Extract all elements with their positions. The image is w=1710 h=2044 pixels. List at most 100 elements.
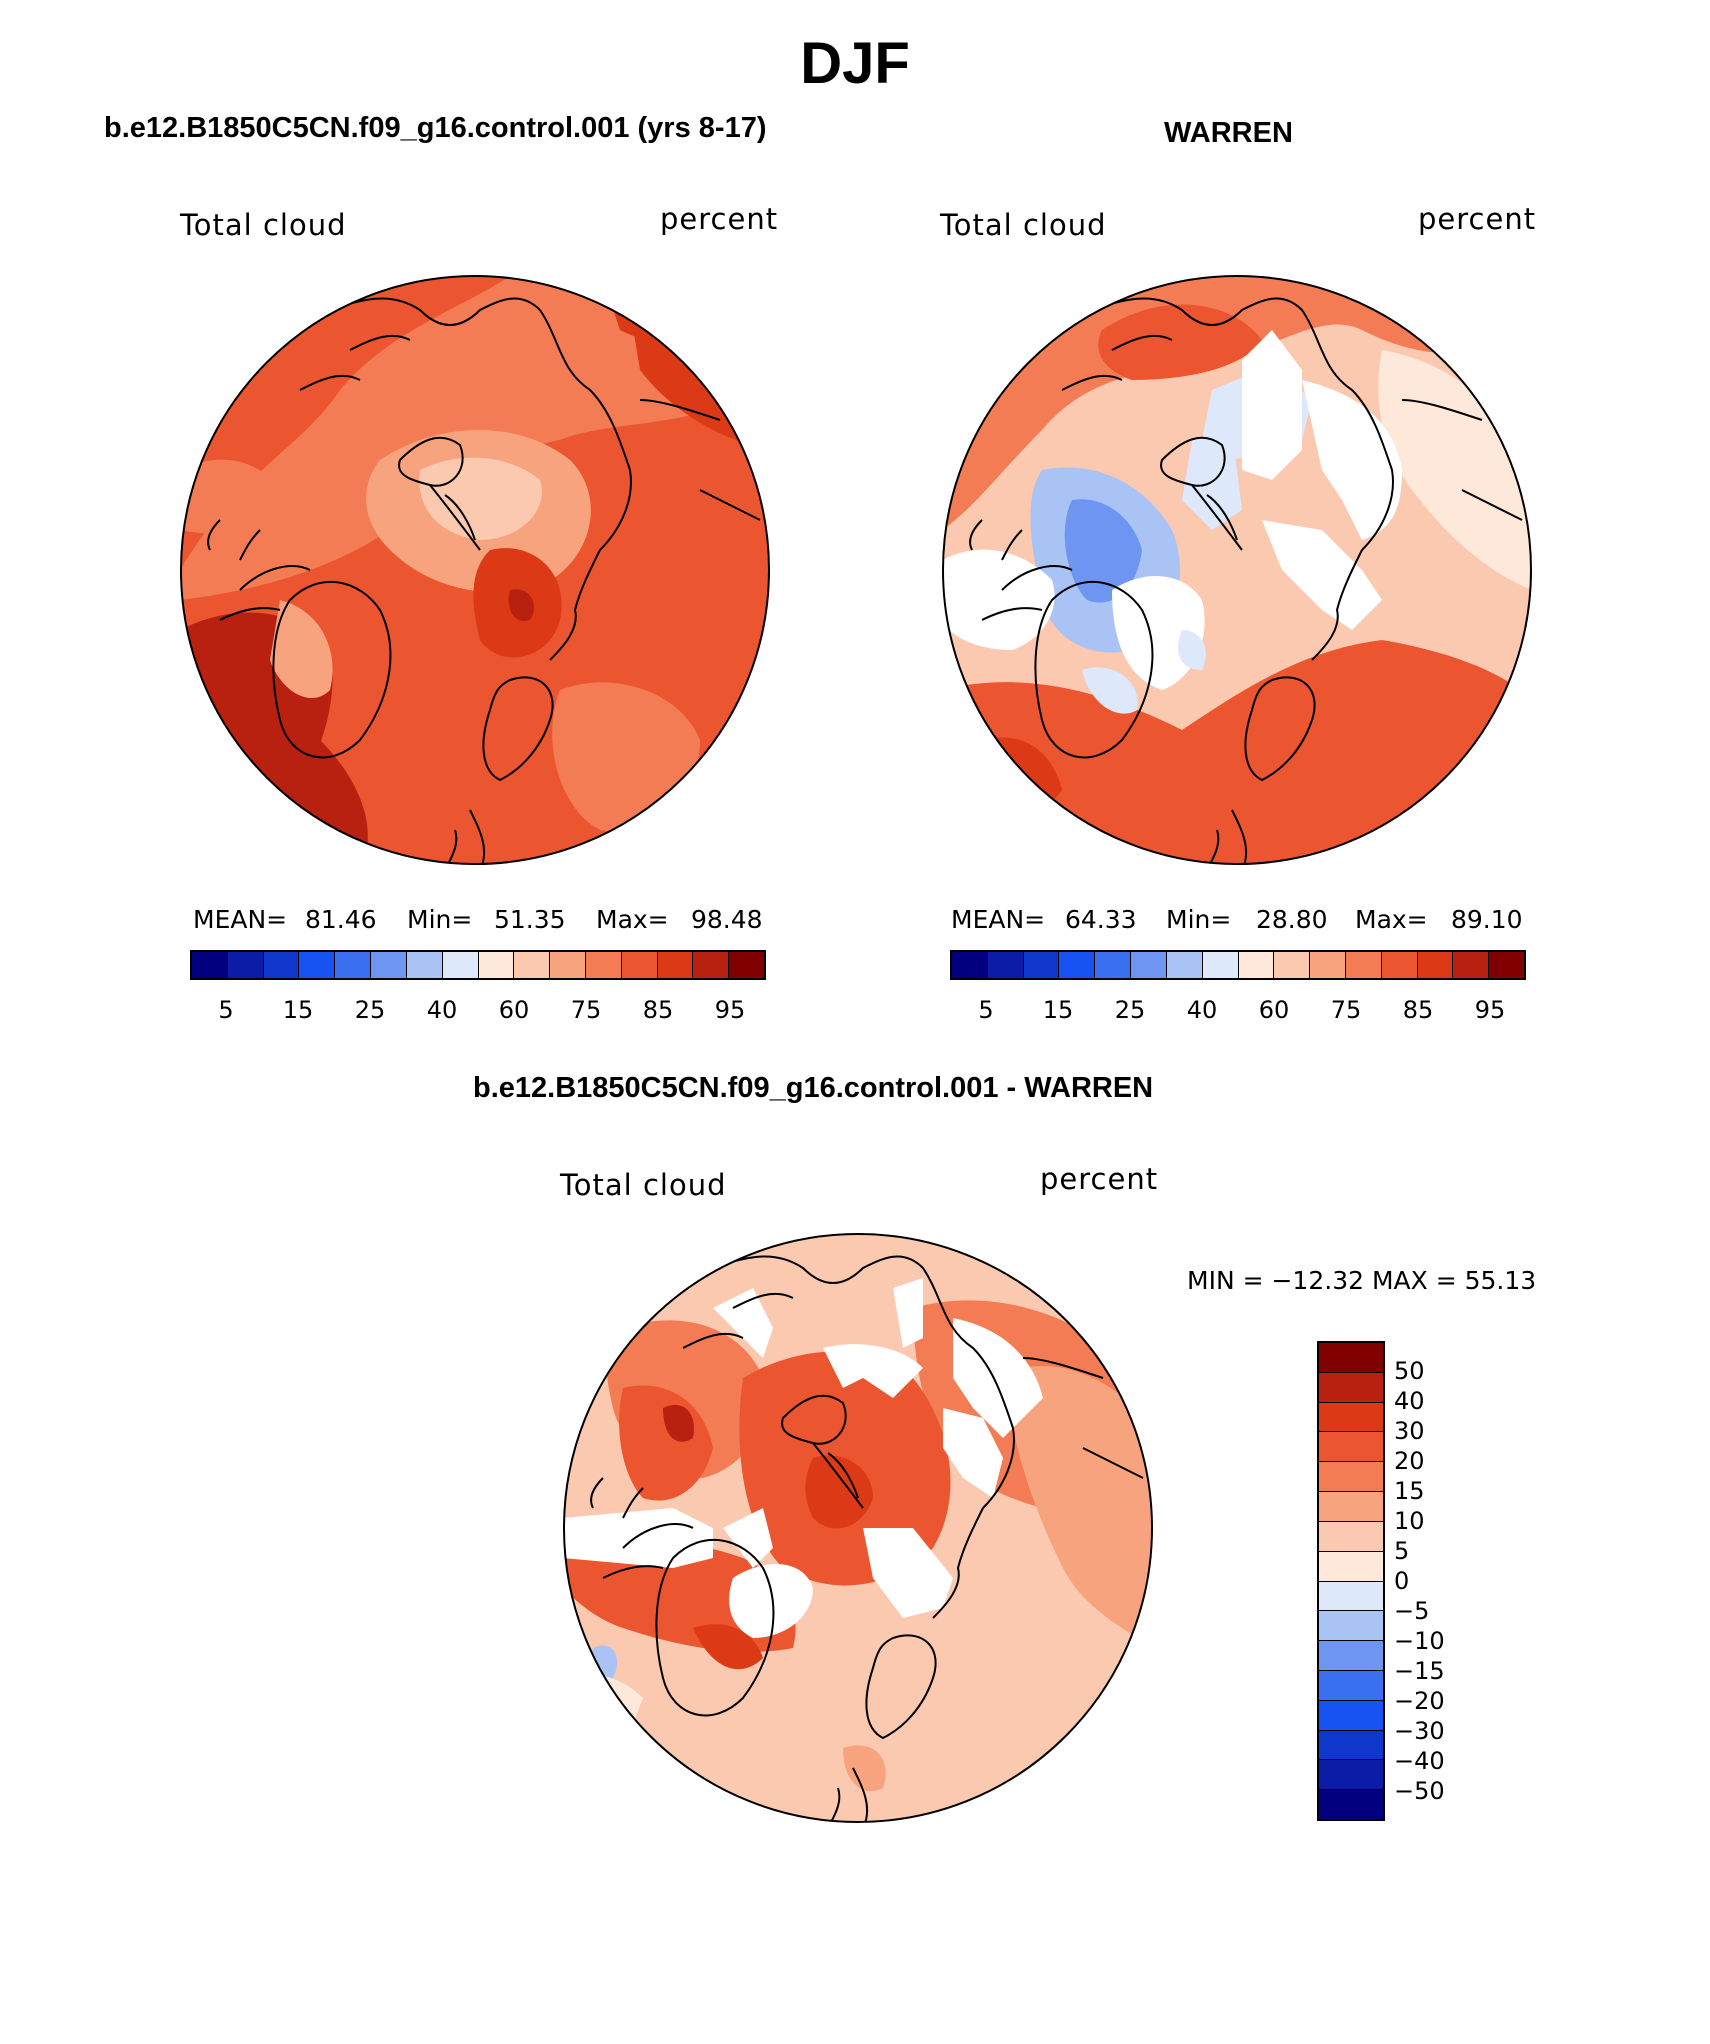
colorbar-box	[1319, 1432, 1383, 1463]
colorbar-box	[1202, 952, 1239, 978]
diff-minmax-label: MIN = −12.32 MAX = 55.13	[1187, 1266, 1537, 1295]
colorbar-box	[1059, 952, 1096, 978]
diff-variable-label: Total cloud	[560, 1168, 727, 1202]
colorbar-box	[729, 952, 764, 978]
colorbar-tick-label: 95	[1474, 996, 1506, 1024]
colorbar-box	[1319, 1462, 1383, 1493]
colorbar-tick-label: 60	[498, 996, 530, 1024]
colorbar-box	[514, 952, 551, 978]
colorbar-box	[406, 952, 443, 978]
colorbar-tick-label: 85	[642, 996, 674, 1024]
colorbar-box	[585, 952, 622, 978]
obs-units-label: percent	[1418, 202, 1537, 236]
colorbar-box	[1319, 1492, 1383, 1522]
colorbar-box	[1319, 1343, 1383, 1373]
colorbar-box	[192, 952, 228, 978]
colorbar-box	[1274, 952, 1311, 978]
obs-mean-value: 64.33	[1065, 905, 1137, 934]
colorbar-tick-label: −40	[1394, 1747, 1445, 1775]
figure-title: DJF	[800, 31, 910, 96]
colorbar-box	[1131, 952, 1167, 978]
colorbar-tick-label: 40	[1394, 1387, 1425, 1415]
colorbar-tick-label: −10	[1394, 1627, 1445, 1655]
colorbar-tick-label: 40	[426, 996, 458, 1024]
colorbar-tick-label: 5	[978, 996, 994, 1024]
colorbar-box	[1319, 1521, 1383, 1552]
model-panel-title: b.e12.B1850C5CN.f09_g16.control.001 (yrs…	[104, 112, 767, 144]
diff-panel-title: b.e12.B1850C5CN.f09_g16.control.001 - WA…	[473, 1072, 1154, 1104]
colorbar-tick-label: 40	[1186, 996, 1218, 1024]
colorbar-box	[621, 952, 658, 978]
obs-min-label: Min=	[1166, 905, 1232, 934]
colorbar-box	[1166, 952, 1203, 978]
colorbar-box	[1319, 1611, 1383, 1642]
colorbar-box	[1453, 952, 1490, 978]
obs-mean-label: MEAN=	[951, 905, 1046, 934]
model-mean-label: MEAN=	[193, 905, 288, 934]
colorbar-tick-label: 15	[1394, 1477, 1425, 1505]
colorbar-box	[1345, 952, 1382, 978]
colorbar-box	[478, 952, 515, 978]
colorbar-tick-label: 75	[570, 996, 602, 1024]
colorbar-tick-label: 85	[1402, 996, 1434, 1024]
colorbar-box	[299, 952, 336, 978]
obs-variable-label: Total cloud	[940, 208, 1107, 242]
colorbar-box	[1319, 1641, 1383, 1671]
colorbar-box	[1381, 952, 1418, 978]
colorbar-tick-label: 25	[354, 996, 386, 1024]
colorbar-tick-label: −5	[1394, 1597, 1430, 1625]
model-min-label: Min=	[407, 905, 473, 934]
colorbar-box	[1319, 1700, 1383, 1731]
diff-polar-map	[563, 1233, 1153, 1823]
diff-colorbar	[1317, 1341, 1385, 1821]
colorbar-tick-label: 5	[1394, 1537, 1410, 1565]
model-units-label: percent	[660, 202, 779, 236]
model-min-value: 51.35	[494, 905, 566, 934]
colorbar-box	[1238, 952, 1275, 978]
obs-min-value: 28.80	[1256, 905, 1328, 934]
colorbar-box	[227, 952, 264, 978]
model-max-value: 98.48	[691, 905, 763, 934]
obs-polar-map	[942, 275, 1532, 865]
colorbar-tick-label: 15	[282, 996, 314, 1024]
colorbar-box	[335, 952, 372, 978]
colorbar-box	[1095, 952, 1132, 978]
colorbar-tick-label: 50	[1394, 1357, 1425, 1385]
colorbar-box	[1319, 1372, 1383, 1403]
obs-panel-title: WARREN	[1164, 117, 1293, 149]
colorbar-box	[1023, 952, 1060, 978]
colorbar-tick-label: 10	[1394, 1507, 1425, 1535]
colorbar-tick-label: 95	[714, 996, 746, 1024]
colorbar-tick-label: 15	[1042, 996, 1074, 1024]
colorbar-box	[1319, 1760, 1383, 1791]
colorbar-tick-label: 20	[1394, 1447, 1425, 1475]
colorbar-box	[1319, 1790, 1383, 1819]
colorbar-box	[550, 952, 586, 978]
colorbar-tick-label: −15	[1394, 1657, 1445, 1685]
model-colorbar	[190, 950, 766, 980]
model-max-label: Max=	[596, 905, 669, 934]
colorbar-box	[1319, 1581, 1383, 1612]
model-variable-label: Total cloud	[180, 208, 347, 242]
colorbar-tick-label: 75	[1330, 996, 1362, 1024]
obs-colorbar	[950, 950, 1526, 980]
colorbar-tick-label: 30	[1394, 1417, 1425, 1445]
colorbar-tick-label: −50	[1394, 1777, 1445, 1805]
diff-units-label: percent	[1040, 1162, 1159, 1196]
colorbar-box	[1319, 1730, 1383, 1761]
colorbar-box	[371, 952, 407, 978]
colorbar-box	[1319, 1402, 1383, 1433]
colorbar-box	[1319, 1670, 1383, 1701]
colorbar-box	[987, 952, 1024, 978]
colorbar-tick-label: −30	[1394, 1717, 1445, 1745]
colorbar-tick-label: −20	[1394, 1687, 1445, 1715]
obs-max-label: Max=	[1355, 905, 1428, 934]
colorbar-box	[693, 952, 730, 978]
colorbar-tick-label: 0	[1394, 1567, 1410, 1595]
colorbar-tick-label: 25	[1114, 996, 1146, 1024]
colorbar-box	[263, 952, 300, 978]
colorbar-box	[1310, 952, 1346, 978]
colorbar-tick-label: 60	[1258, 996, 1290, 1024]
obs-max-value: 89.10	[1451, 905, 1523, 934]
colorbar-box	[657, 952, 694, 978]
